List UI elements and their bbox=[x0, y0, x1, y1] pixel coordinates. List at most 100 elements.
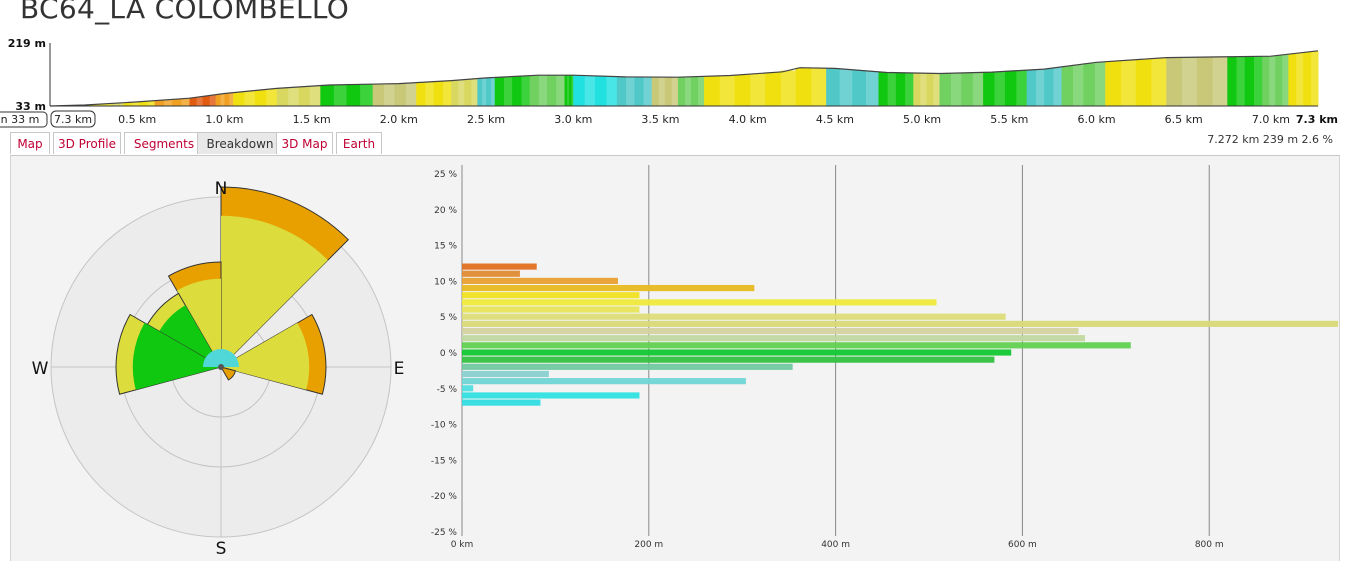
gradient-bar bbox=[462, 284, 755, 292]
range-start-label: n 33 m bbox=[1, 113, 40, 126]
profile-band bbox=[1072, 64, 1084, 106]
tab-earth[interactable]: Earth bbox=[336, 132, 382, 154]
profile-band bbox=[529, 75, 539, 106]
profile-color-bands bbox=[50, 51, 1319, 106]
rose-sector bbox=[176, 278, 221, 367]
profile-km-label: 4.5 km bbox=[816, 113, 854, 126]
rose-label-s: S bbox=[216, 539, 227, 559]
bar-x-tick-label: 600 m bbox=[1008, 540, 1037, 550]
range-end-box bbox=[50, 110, 96, 128]
profile-band bbox=[416, 82, 426, 106]
profile-band bbox=[605, 76, 618, 106]
profile-band bbox=[852, 70, 866, 106]
profile-band bbox=[287, 87, 300, 106]
elev-min-label: 33 m bbox=[15, 100, 46, 113]
profile-band bbox=[749, 73, 766, 106]
profile-band bbox=[265, 88, 278, 106]
profile-band bbox=[1244, 56, 1254, 106]
profile-band bbox=[383, 83, 395, 106]
profile-band bbox=[131, 102, 140, 106]
rose-sector bbox=[159, 305, 221, 367]
profile-band bbox=[309, 85, 321, 106]
gradient-bar bbox=[462, 277, 618, 284]
rose-plot bbox=[50, 186, 392, 538]
rose-sector bbox=[221, 215, 328, 367]
profile-band bbox=[1135, 59, 1152, 106]
rose-label-e: E bbox=[394, 359, 405, 379]
profile-band bbox=[1181, 57, 1198, 106]
gradient-bar bbox=[462, 313, 1006, 320]
profile-km-label: 3.5 km bbox=[641, 113, 679, 126]
gradient-bar bbox=[462, 327, 1079, 335]
tab-3d-profile[interactable]: 3D Profile bbox=[53, 132, 121, 154]
profile-band bbox=[571, 75, 574, 106]
gradient-bar bbox=[462, 342, 1131, 349]
profile-band bbox=[1236, 56, 1246, 106]
profile-end-label: 7.3 km bbox=[1296, 113, 1338, 126]
profile-band bbox=[664, 77, 672, 106]
gradient-bar bbox=[462, 356, 995, 363]
profile-km-label: 2.5 km bbox=[467, 113, 505, 126]
tab-divider bbox=[10, 155, 1340, 156]
profile-band bbox=[1083, 63, 1095, 106]
profile-band bbox=[494, 77, 504, 106]
bar-y-tick-label: 25 % bbox=[434, 170, 457, 180]
profile-band bbox=[172, 99, 182, 106]
profile-band bbox=[734, 74, 751, 106]
profile-band bbox=[677, 77, 685, 106]
profile-band bbox=[1310, 51, 1319, 106]
profile-km-label: 7.0 km bbox=[1252, 113, 1290, 126]
profile-band bbox=[486, 77, 491, 106]
profile-band bbox=[1227, 56, 1237, 106]
gradient-bar bbox=[462, 292, 640, 299]
profile-band bbox=[564, 75, 568, 106]
profile-band bbox=[481, 78, 487, 106]
profile-band bbox=[1026, 69, 1036, 106]
profile-band bbox=[320, 85, 334, 106]
profile-band bbox=[189, 97, 197, 106]
profile-band bbox=[573, 75, 585, 106]
profile-band bbox=[209, 95, 217, 106]
profile-band bbox=[224, 93, 230, 106]
elevation-profile[interactable]: 219 m 33 m 0.5 km 1.0 km 1.5 km 2.0 km 2.5 km 3… bbox=[0, 34, 1347, 130]
tab-breakdown[interactable]: Breakdown bbox=[197, 132, 283, 154]
profile-band bbox=[939, 73, 951, 106]
rose-sector bbox=[221, 322, 310, 390]
profile-band bbox=[80, 104, 97, 106]
tab-segments[interactable]: Segments bbox=[124, 132, 204, 154]
profile-band bbox=[983, 72, 995, 106]
profile-band bbox=[555, 75, 566, 106]
profile-band bbox=[1150, 58, 1167, 106]
tab-3d-map[interactable]: 3D Map bbox=[276, 132, 333, 154]
profile-band bbox=[1288, 53, 1297, 106]
profile-band bbox=[704, 76, 720, 106]
tab-map[interactable]: Map bbox=[10, 132, 50, 154]
profile-band bbox=[780, 70, 797, 106]
profile-band bbox=[1052, 67, 1063, 106]
gradient-bar bbox=[462, 306, 640, 313]
profile-band bbox=[1253, 56, 1263, 106]
profile-band bbox=[765, 72, 781, 106]
profile-band bbox=[146, 100, 156, 106]
profile-band bbox=[394, 83, 406, 106]
profile-band bbox=[1044, 68, 1054, 106]
profile-band bbox=[684, 76, 692, 106]
profile-band bbox=[1268, 56, 1276, 106]
profile-band bbox=[372, 84, 385, 106]
profile-band bbox=[651, 77, 659, 106]
profile-band bbox=[111, 103, 115, 106]
gradient-bar bbox=[462, 320, 1339, 327]
direction-rose-chart: N S W E bbox=[32, 179, 405, 559]
gradient-bar bbox=[462, 399, 541, 406]
gradient-bar bbox=[462, 335, 1086, 342]
profile-band bbox=[1035, 69, 1045, 106]
bar-y-tick-label: 20 % bbox=[434, 206, 457, 216]
profile-band bbox=[887, 72, 897, 106]
profile-band bbox=[138, 101, 148, 106]
profile-km-label: 4.0 km bbox=[729, 113, 767, 126]
bar-y-tick-label: 15 % bbox=[434, 242, 457, 252]
profile-band bbox=[276, 88, 289, 106]
profile-band bbox=[114, 103, 118, 106]
profile-band bbox=[972, 72, 984, 106]
profile-km-label: 6.0 km bbox=[1077, 113, 1115, 126]
